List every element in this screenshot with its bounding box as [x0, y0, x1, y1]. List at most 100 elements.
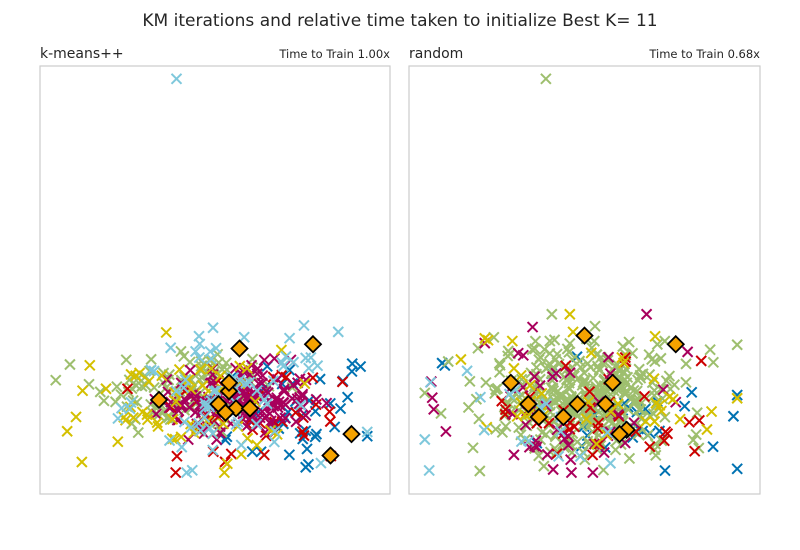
data-point	[592, 417, 605, 429]
data-point	[169, 466, 182, 479]
data-point	[488, 331, 500, 344]
cluster-center	[230, 339, 249, 358]
data-point	[225, 448, 238, 460]
data-point	[435, 407, 447, 420]
data-point	[194, 363, 207, 375]
data-point	[687, 434, 699, 446]
data-point	[267, 375, 280, 387]
data-point	[626, 347, 639, 360]
data-point	[210, 385, 222, 397]
data-point	[361, 426, 373, 438]
data-point	[538, 343, 551, 356]
data-point	[731, 392, 743, 404]
data-point	[506, 335, 519, 347]
panel-random-points	[419, 73, 743, 479]
data-point	[531, 441, 543, 453]
data-point	[311, 359, 324, 372]
data-point	[354, 360, 367, 373]
data-point	[536, 387, 548, 400]
data-point	[648, 415, 661, 428]
data-point	[550, 391, 562, 404]
data-point	[205, 377, 217, 389]
data-point	[467, 442, 479, 454]
data-point	[279, 412, 291, 424]
data-point	[593, 364, 606, 376]
data-point	[526, 321, 539, 333]
data-point	[246, 445, 258, 458]
data-point	[731, 389, 743, 401]
outlier-point	[170, 73, 183, 85]
data-point	[695, 355, 707, 367]
data-point	[275, 344, 288, 356]
data-point	[309, 431, 321, 443]
data-point	[180, 466, 193, 479]
panel-kmeans: k-means++ Time to Train 1.00x	[39, 46, 391, 495]
data-point	[193, 330, 205, 342]
data-point	[543, 357, 556, 370]
data-point	[269, 425, 281, 437]
cluster-center	[596, 394, 615, 414]
data-point	[258, 354, 271, 366]
data-point	[274, 411, 287, 424]
data-point	[176, 441, 188, 453]
data-point	[586, 449, 599, 461]
data-point	[269, 394, 282, 406]
data-point	[221, 458, 234, 470]
data-point	[423, 464, 435, 477]
data-point	[668, 379, 681, 391]
data-point	[152, 420, 164, 433]
data-point	[503, 388, 516, 400]
data-point	[61, 425, 73, 437]
data-point	[612, 408, 624, 421]
data-point	[648, 373, 660, 385]
data-point	[183, 373, 195, 386]
data-point	[683, 416, 696, 428]
data-point	[593, 438, 606, 450]
data-point	[585, 347, 597, 359]
data-point	[219, 434, 232, 446]
data-point	[707, 356, 720, 369]
data-point	[268, 436, 281, 448]
data-point	[323, 405, 336, 418]
data-point	[230, 418, 242, 431]
data-point	[680, 376, 692, 389]
cluster-center	[321, 446, 340, 465]
data-point	[141, 408, 153, 421]
data-point	[261, 398, 273, 410]
data-point	[148, 365, 160, 377]
cluster-center	[529, 407, 549, 427]
data-point	[145, 364, 157, 376]
data-point	[199, 397, 211, 410]
data-point	[50, 374, 62, 386]
data-point	[115, 402, 128, 414]
data-point	[547, 463, 559, 476]
data-point	[633, 403, 645, 416]
data-point	[260, 385, 272, 398]
data-point	[303, 362, 315, 374]
cluster-center	[610, 424, 629, 444]
data-point	[474, 465, 486, 477]
data-point	[478, 424, 490, 436]
data-point	[634, 369, 646, 382]
cluster-center	[342, 424, 361, 444]
data-point	[166, 413, 179, 426]
data-point	[544, 335, 556, 347]
data-point	[112, 435, 124, 448]
data-point	[533, 353, 545, 366]
data-point	[480, 376, 492, 389]
data-point	[98, 395, 110, 407]
data-point	[623, 336, 635, 348]
data-point	[160, 326, 172, 339]
data-point	[305, 351, 317, 364]
data-point	[156, 369, 168, 382]
data-point	[727, 410, 740, 422]
data-point	[589, 320, 601, 332]
data-point	[623, 452, 636, 465]
data-point	[546, 371, 559, 383]
data-point	[235, 448, 247, 460]
cluster-center	[501, 373, 521, 392]
data-point	[205, 362, 218, 375]
outlier-point	[540, 73, 552, 85]
data-point	[659, 411, 671, 423]
data-point	[195, 360, 207, 372]
